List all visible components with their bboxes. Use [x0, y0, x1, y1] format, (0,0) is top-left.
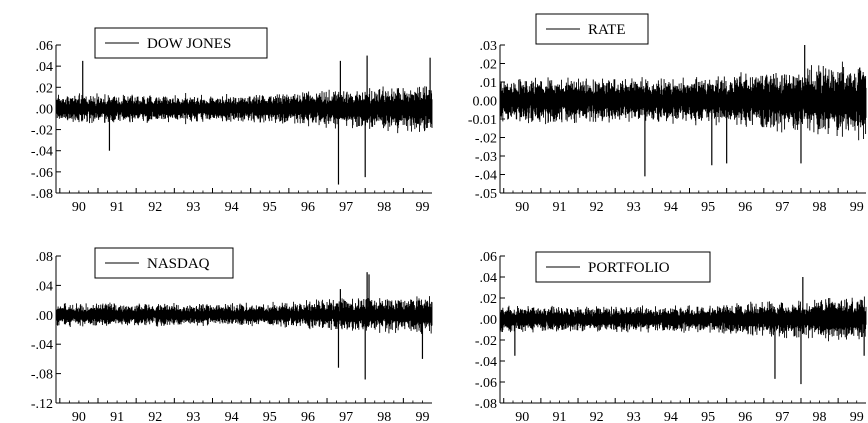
- y-tick-label: -.08: [31, 368, 53, 383]
- y-tick-label: .02: [480, 292, 498, 307]
- series-line-nasdaq: [55, 296, 433, 334]
- y-tick-label: -.05: [475, 187, 497, 202]
- legend-label: DOW JONES: [147, 36, 231, 52]
- y-tick-label: .04: [36, 60, 54, 75]
- chart-panel-4: .06 .04 .02 .00 -.02 -.04 -.06 -.08 90 91 92 93 94 95…: [475, 250, 867, 423]
- y-tick-label: -.08: [475, 397, 497, 412]
- x-tick-label: 90: [515, 410, 529, 423]
- y-tick-label: -.02: [475, 334, 497, 349]
- y-tick-label: -0.01: [468, 113, 497, 128]
- y-tick-label: -.04: [475, 355, 497, 370]
- legend: RATE: [535, 13, 649, 45]
- x-tick-label: 93: [627, 410, 641, 423]
- x-tick-label: 90: [72, 410, 86, 423]
- x-tick-label: 97: [339, 200, 353, 215]
- y-tick-label: -.12: [31, 397, 53, 412]
- x-tick-label: 94: [225, 200, 239, 215]
- x-tick-label: 95: [701, 200, 715, 215]
- y-tick-label: .04: [480, 271, 498, 286]
- x-tick-label: 91: [110, 200, 124, 215]
- series-line-dow-jones: [55, 86, 433, 134]
- x-tick-label: 94: [225, 410, 239, 423]
- x-tick-label: 99: [850, 410, 864, 423]
- x-tick-label: 99: [850, 200, 864, 215]
- y-tick-label: -.08: [31, 187, 53, 202]
- x-tick-label: 93: [186, 410, 200, 423]
- y-tick-label: -.04: [475, 169, 497, 184]
- y-tick-label: .00: [36, 102, 54, 117]
- legend: NASDAQ: [94, 247, 234, 279]
- x-tick-label: 99: [415, 410, 429, 423]
- y-tick-label: .00: [480, 313, 498, 328]
- y-tick-label: -.04: [31, 145, 53, 160]
- y-tick-label: 0.00: [473, 95, 498, 110]
- x-tick-label: 97: [775, 410, 789, 423]
- x-tick-label: 90: [72, 200, 86, 215]
- chart-panel-3: .08 .04 .00 -.04 -.08 -.12 90 91 92 93 94 95 96 97 98 9…: [31, 247, 433, 423]
- chart-panel-1: .06 .04 .02 .00 -.02 -.04 -.06 -.08 90 91 92 93 94 95…: [31, 27, 433, 215]
- series-line-rate: [499, 61, 867, 141]
- legend-label: PORTFOLIO: [588, 260, 670, 276]
- y-tick-label: .04: [36, 279, 54, 294]
- x-tick-label: 90: [515, 200, 529, 215]
- x-tick-label: 91: [552, 200, 566, 215]
- y-tick-label: -.02: [31, 124, 53, 139]
- x-tick-label: 96: [738, 200, 752, 215]
- y-tick-label: -.03: [475, 150, 497, 165]
- y-tick-label: -.02: [475, 132, 497, 147]
- y-tick-label: .02: [480, 58, 498, 73]
- y-tick-label: -.04: [31, 338, 53, 353]
- x-tick-label: 92: [148, 410, 162, 423]
- series-line-portfolio: [499, 296, 867, 342]
- x-tick-label: 97: [339, 410, 353, 423]
- x-tick-label: 99: [415, 200, 429, 215]
- x-tick-label: 92: [148, 200, 162, 215]
- x-tick-label: 92: [590, 200, 604, 215]
- x-tick-label: 98: [813, 410, 827, 423]
- x-tick-label: 98: [813, 200, 827, 215]
- y-tick-label: .08: [36, 250, 54, 265]
- x-tick-label: 96: [301, 410, 315, 423]
- x-tick-label: 96: [738, 410, 752, 423]
- x-tick-label: 93: [627, 200, 641, 215]
- x-tick-label: 91: [552, 410, 566, 423]
- x-tick-label: 95: [263, 200, 277, 215]
- legend-label: NASDAQ: [147, 256, 210, 272]
- y-tick-label: -.06: [475, 376, 497, 391]
- y-tick-label: .06: [480, 250, 498, 265]
- legend-label: RATE: [588, 22, 626, 38]
- x-tick-label: 93: [186, 200, 200, 215]
- legend: DOW JONES: [94, 27, 268, 59]
- x-tick-label: 98: [377, 410, 391, 423]
- x-tick-label: 94: [664, 200, 678, 215]
- y-tick-label: .03: [480, 39, 498, 54]
- x-tick-label: 96: [301, 200, 315, 215]
- y-tick-label: .02: [36, 81, 54, 96]
- legend: PORTFOLIO: [535, 251, 711, 283]
- x-tick-label: 95: [701, 410, 715, 423]
- y-tick-label: .01: [480, 76, 498, 91]
- x-tick-label: 95: [263, 410, 277, 423]
- y-tick-label: .06: [36, 39, 54, 54]
- y-tick-label: .00: [36, 309, 54, 324]
- x-tick-label: 97: [775, 200, 789, 215]
- chart-panel-2: .03 .02 .01 0.00 -0.01 -.02 -.03 -.04 -.05 90 91 92…: [468, 13, 867, 215]
- x-tick-label: 91: [110, 410, 124, 423]
- y-tick-label: -.06: [31, 166, 53, 181]
- x-tick-label: 94: [664, 410, 678, 423]
- x-tick-label: 92: [590, 410, 604, 423]
- x-tick-label: 98: [377, 200, 391, 215]
